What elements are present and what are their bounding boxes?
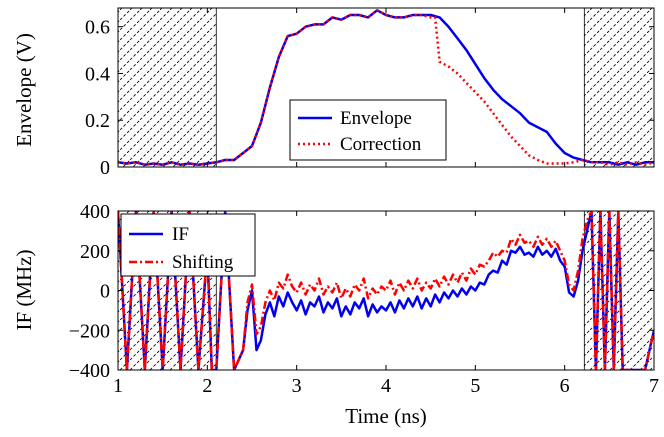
envelope-y-tick-label: 0 [100, 157, 110, 179]
envelope-y-tick-label: 0.6 [85, 17, 110, 39]
x-tick-label: 5 [470, 375, 480, 397]
if-y-tick-label: −400 [69, 360, 110, 382]
envelope-hatched-region-2 [583, 7, 655, 168]
envelope-y-axis-label: Envelope (V) [12, 33, 36, 147]
envelope-legend-box [289, 99, 447, 161]
if-legend: IF Shifting [120, 213, 256, 277]
if-y-tick-label: −200 [69, 320, 110, 342]
if-y-tick-label: 400 [80, 201, 110, 223]
if-legend-box [120, 213, 256, 277]
x-tick-label: 4 [381, 375, 391, 397]
if-y-axis-label: IF (MHz) [12, 249, 36, 330]
x-tick-label: 6 [560, 375, 570, 397]
envelope-panel: 0 0.2 0.4 0.6 Envelope (V) Envelope Correct… [12, 7, 655, 179]
if-y-tick-label: 200 [80, 241, 110, 263]
envelope-y-tick-label: 0.2 [85, 110, 110, 132]
legend-shifting-label: Shifting [172, 252, 234, 273]
legend-if-label: IF [172, 224, 189, 245]
x-tick-label: 1 [113, 375, 123, 397]
if-panel: 1 2 3 4 5 6 7 −400 −200 0 200 400 IF (MHz) Time (ns… [12, 201, 659, 428]
envelope-y-tick-label: 0.4 [85, 63, 110, 85]
envelope-hatched-region-1 [117, 7, 217, 168]
x-tick-label: 2 [202, 375, 212, 397]
x-tick-label: 3 [292, 375, 302, 397]
if-y-tick-label: 0 [100, 281, 110, 303]
envelope-series-correction-line [118, 9, 654, 166]
if-series-if-line [118, 211, 654, 370]
legend-correction-label: Correction [340, 134, 422, 155]
envelope-legend: Envelope Correction [289, 99, 447, 161]
x-tick-label: 7 [649, 375, 659, 397]
legend-envelope-label: Envelope [340, 108, 412, 129]
if-series-shifting-line [118, 211, 654, 370]
x-axis-label: Time (ns) [345, 404, 427, 428]
